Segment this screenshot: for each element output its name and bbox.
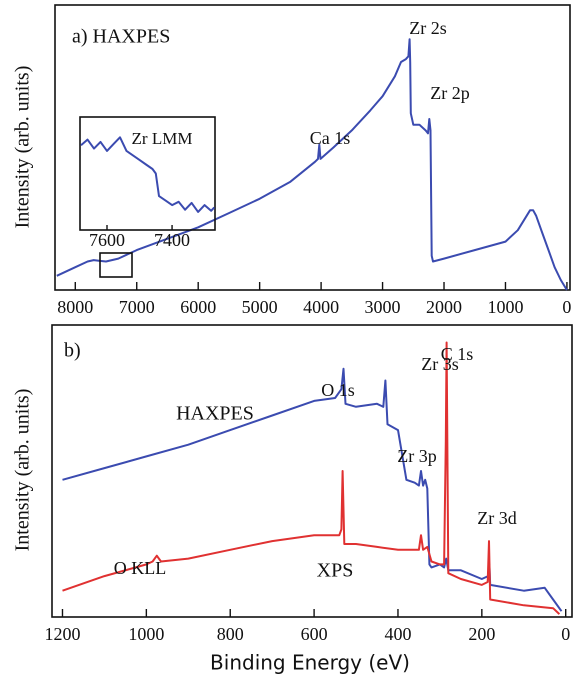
x-tick-label: 2000 — [426, 297, 462, 317]
x-tick-label: 6000 — [180, 297, 216, 317]
x-tick-label: 0 — [562, 297, 571, 317]
peak-label: Zr 3d — [477, 508, 517, 528]
peak-label: C 1s — [441, 344, 474, 364]
plot-frame — [79, 116, 216, 231]
x-tick-label: 400 — [384, 624, 411, 644]
x-tick-label: 8000 — [57, 297, 93, 317]
x-tick-label: 7000 — [119, 297, 155, 317]
x-tick-label: 1200 — [44, 624, 80, 644]
x-tick-label: 1000 — [487, 297, 523, 317]
plot-frame — [54, 4, 571, 291]
panel-title: a) HAXPES — [72, 26, 170, 48]
x-tick-label: 7600 — [89, 230, 125, 250]
peak-label: Zr 3s — [421, 354, 459, 374]
x-axis-label: Binding Energy (eV) — [210, 651, 410, 675]
peak-label: O 1s — [321, 380, 355, 400]
spectrum-line — [56, 38, 568, 291]
peak-label: Ca 1s — [310, 128, 351, 148]
spectrum-line — [80, 136, 216, 213]
inset-marker — [99, 252, 133, 278]
x-tick-label: 4000 — [303, 297, 339, 317]
peak-label: Zr 3p — [397, 446, 437, 466]
peak-label: O KLL — [114, 558, 167, 578]
x-tick-label: 3000 — [365, 297, 401, 317]
series-label: HAXPES — [176, 403, 254, 425]
x-tick-label: 200 — [468, 624, 495, 644]
x-tick-label: 5000 — [242, 297, 278, 317]
peak-label: Zr 2s — [409, 18, 447, 38]
x-tick-label: 600 — [301, 624, 328, 644]
panel-title: Zr LMM — [132, 129, 193, 148]
x-tick-label: 1000 — [128, 624, 164, 644]
panel-title: b) — [64, 340, 81, 362]
spectrum-line — [62, 341, 561, 615]
x-tick-label: 0 — [561, 624, 570, 644]
y-axis-label: Intensity (arb. units) — [12, 389, 34, 552]
x-tick-label: 800 — [217, 624, 244, 644]
peak-label: Zr 2p — [430, 83, 470, 103]
x-tick-label: 7400 — [154, 230, 190, 250]
spectrum-line — [62, 367, 563, 612]
series-label: XPS — [317, 560, 354, 582]
plot-frame — [51, 324, 573, 618]
y-axis-label: Intensity (arb. units) — [12, 66, 34, 229]
